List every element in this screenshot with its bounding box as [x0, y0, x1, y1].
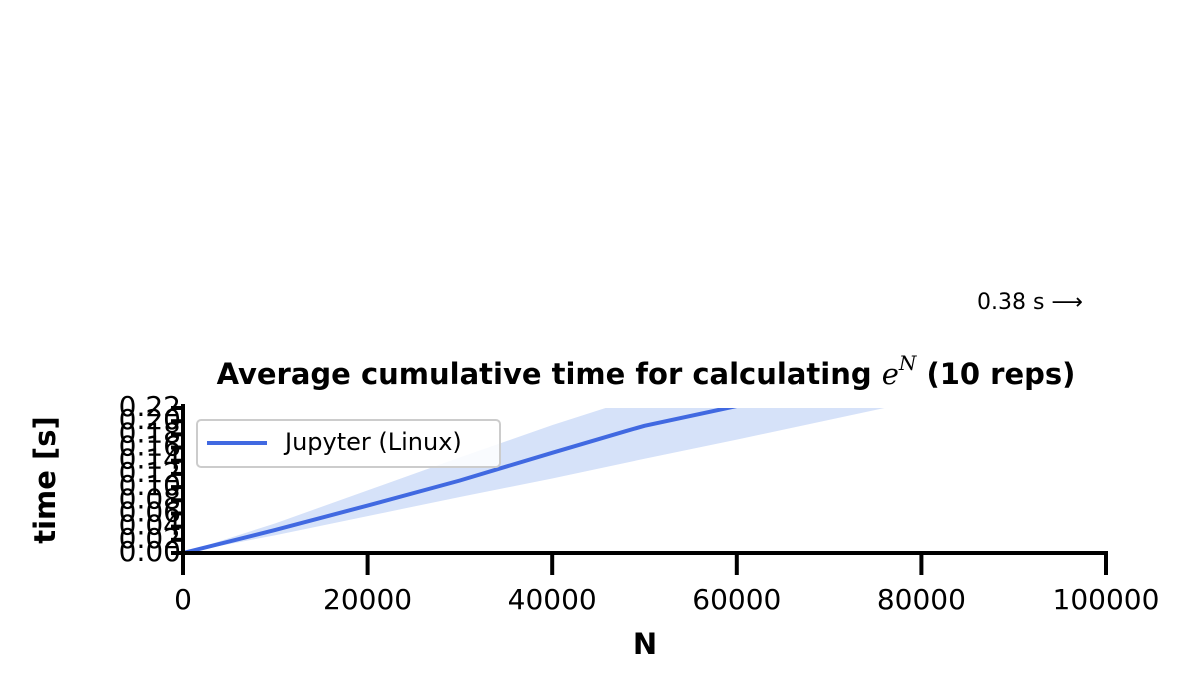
y-tick-label: 0.16 — [119, 430, 181, 463]
y-tick-label: 0.12 — [119, 456, 181, 489]
legend-label: Jupyter (Linux) — [283, 428, 462, 456]
title-text: Average cumulative time for calculating — [217, 357, 882, 391]
x-tick-label: 60000 — [692, 583, 781, 616]
y-tick-label: 0.00 — [119, 535, 181, 568]
y-tick-label: 0.20 — [119, 403, 181, 436]
x-tick-label: 0 — [174, 583, 192, 616]
y-tick-label: 0.04 — [119, 509, 181, 542]
annotation: 0.38 s ⟶ — [977, 290, 1083, 315]
y-tick-label: 0.06 — [119, 495, 181, 528]
y-tick-label: 0.22 — [119, 390, 181, 423]
line — [183, 408, 738, 553]
y-axis-label: time [s] — [28, 416, 62, 544]
x-tick-label: 40000 — [508, 583, 597, 616]
title-exponent: N — [898, 351, 918, 375]
y-tick-label: 0.10 — [119, 469, 181, 502]
x-tick-label: 100000 — [1053, 583, 1160, 616]
title-text: (10 reps) — [916, 357, 1075, 391]
x-tick-label: 80000 — [877, 583, 966, 616]
y-tick-label: 0.14 — [119, 443, 181, 476]
y-tick-label: 0.08 — [119, 482, 181, 515]
y-tick-label: 0.18 — [119, 416, 181, 449]
x-axis-label: N — [633, 627, 657, 661]
plot-area — [183, 408, 885, 553]
y-tick-label: 0.02 — [119, 522, 181, 555]
legend-box — [196, 419, 501, 468]
x-tick-label: 20000 — [323, 583, 412, 616]
title-math: e — [882, 357, 899, 391]
confidence-band — [183, 408, 885, 553]
chart-title: Average cumulative time for calculating … — [217, 351, 1076, 392]
